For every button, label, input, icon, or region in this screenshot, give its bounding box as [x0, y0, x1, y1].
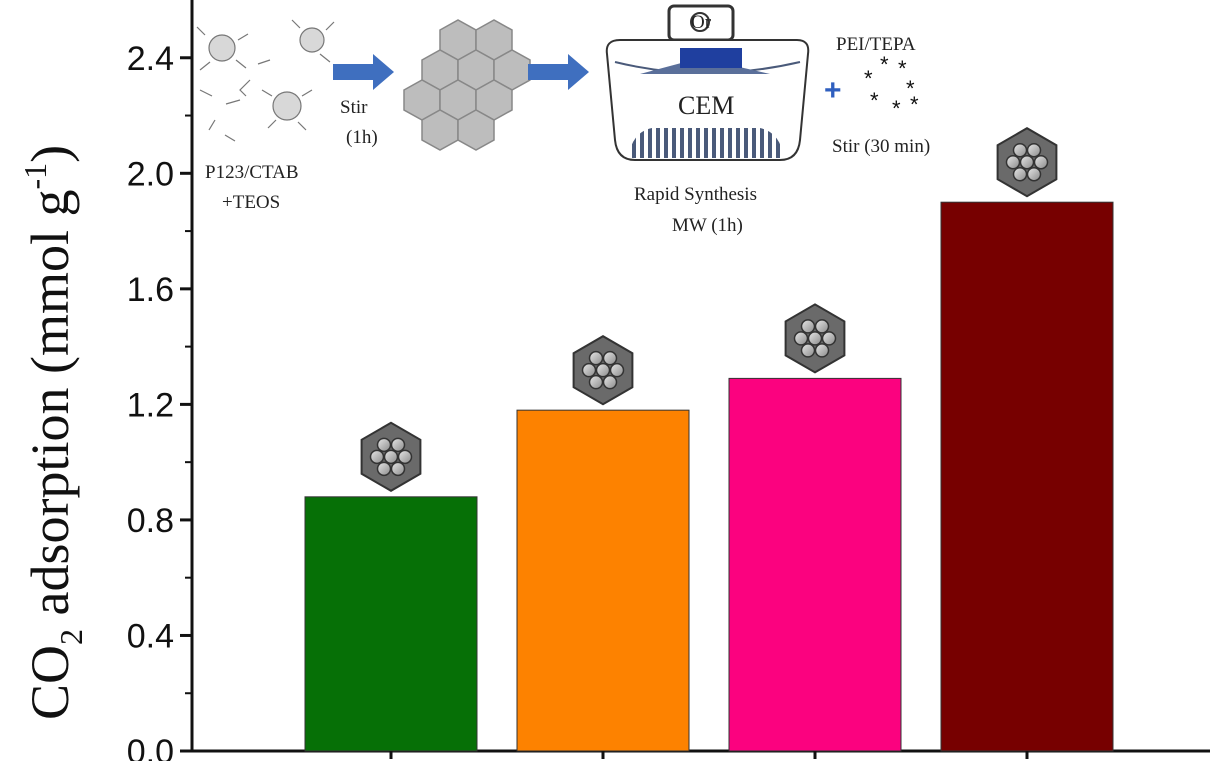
y-tick-label: 2.4: [127, 40, 174, 78]
x-tick-labels: MCM-41 SBA-15: [324, 751, 1029, 761]
bar: [940, 201, 1114, 752]
precursor-label-1: P123/CTAB: [205, 162, 299, 183]
arrow-icon: [333, 54, 394, 90]
svg-text:*: *: [898, 56, 907, 81]
stir-label-1: Stir: [340, 97, 368, 118]
y-axis-label-sup: -1: [17, 163, 53, 190]
bar: [516, 409, 690, 752]
stir-30-label: Stir (30 min): [832, 136, 930, 157]
x-tick-label: SBA-15: [547, 758, 658, 761]
microwave-reactor-image: [605, 4, 810, 161]
y-ticks: 0.0 0.4 0.8 1.2 1.6 2.0 2.4: [127, 40, 192, 761]
svg-text:*: *: [880, 52, 889, 77]
y-axis-label: CO2 adsorption (mmol g-1): [17, 145, 89, 720]
bar: [304, 496, 478, 752]
mesopore-bundle-icon: [996, 127, 1058, 198]
y-tick-label: 1.2: [127, 386, 174, 424]
svg-text:*: *: [870, 88, 879, 113]
mesopore-bundle-icon: [572, 335, 634, 406]
x-tick-label: MCM-41: [324, 758, 458, 761]
stir-label-2: (1h): [346, 127, 378, 148]
mesopore-bundle-icon: [360, 421, 422, 492]
y-axis-label-co: CO: [20, 645, 80, 720]
precursor-label-2: +TEOS: [222, 192, 280, 213]
oven-badge: Or: [691, 12, 712, 33]
hexagonal-mesostructure-image: [403, 19, 531, 151]
micelle-precursor-image: [196, 19, 335, 142]
synthesis-label-1: Rapid Synthesis: [634, 184, 757, 205]
synthesis-scheme: P123/CTAB +TEOS Stir (1h): [196, 4, 930, 236]
bar: [728, 377, 902, 752]
y-tick-label: 2.0: [127, 155, 174, 193]
oven-label: CEM: [678, 91, 734, 120]
plus-icon: +: [824, 74, 842, 107]
y-tick-label: 0.8: [127, 502, 174, 540]
amine-label: PEI/TEPA: [836, 34, 916, 55]
y-axis-label-rest: adsorption (mmol g: [20, 190, 80, 629]
mesopore-bundle-icon: [784, 303, 846, 374]
y-tick-label: 0.0: [127, 733, 174, 761]
amine-molecules-image: * * * * * * *: [864, 52, 919, 121]
svg-text:*: *: [906, 76, 915, 101]
synthesis-label-2: MW (1h): [672, 215, 743, 236]
y-axis-label-sub: 2: [53, 629, 89, 645]
svg-text:*: *: [892, 96, 901, 121]
y-axis-label-close: ): [20, 145, 80, 163]
y-tick-label: 0.4: [127, 617, 174, 655]
arrow-icon: [528, 54, 589, 90]
svg-text:*: *: [910, 92, 919, 117]
svg-text:*: *: [864, 66, 873, 91]
bars: [304, 127, 1114, 752]
y-tick-label: 1.6: [127, 271, 174, 309]
